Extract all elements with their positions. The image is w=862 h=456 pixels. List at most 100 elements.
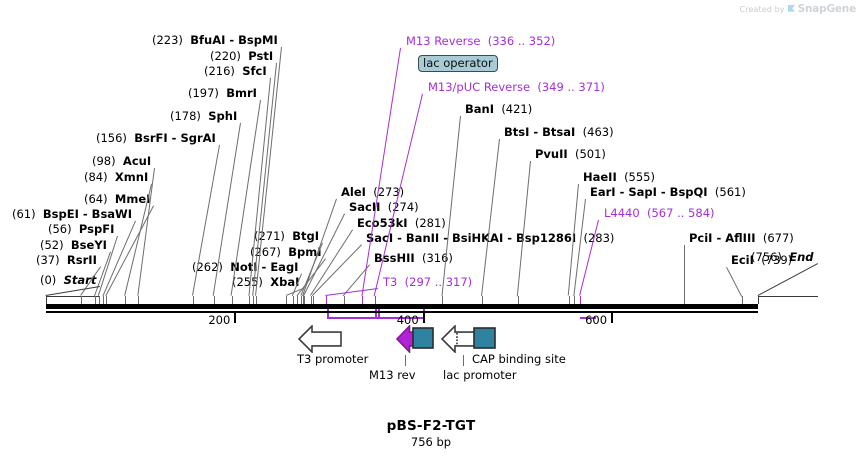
restriction-site-label[interactable]: (255) XbaI (232, 276, 299, 288)
site-position: (52) (40, 238, 64, 252)
restriction-site-label[interactable]: (52) BseYI (40, 239, 107, 251)
leader-line (726, 267, 742, 297)
feature-annotation-label[interactable]: M13 Reverse (336 .. 352) (406, 35, 555, 47)
terminal-start[interactable]: (0) Start (40, 274, 96, 286)
annotation-range-bracket (326, 317, 378, 319)
site-position: (463) (582, 125, 614, 139)
restriction-site-label[interactable]: BssHII (316) (374, 252, 453, 264)
ruler-tick (611, 313, 614, 323)
restriction-site-label[interactable]: (156) BsrFI - SgrAI (96, 132, 216, 144)
feature-annotation-label[interactable]: L4440 (567 .. 584) (604, 207, 715, 219)
restriction-site-label[interactable]: EarI - SapI - BspQI (561) (590, 186, 746, 198)
restriction-site-label[interactable]: (220) PstI (210, 50, 273, 62)
restriction-site-label[interactable]: PciI - AflIII (677) (689, 232, 794, 244)
restriction-site-tick (286, 296, 288, 304)
restriction-site-label[interactable]: (64) MmeI (84, 193, 150, 205)
restriction-site-label[interactable]: (56) PspFI (48, 223, 114, 235)
restriction-site-label[interactable]: (84) XmnI (84, 171, 148, 183)
restriction-site-label[interactable]: (197) BmrI (188, 87, 257, 99)
restriction-site-label[interactable]: BanI (421) (465, 103, 532, 115)
site-position: (273) (373, 185, 405, 199)
site-name: SphI (208, 109, 238, 123)
feature-lac-operator-box[interactable] (412, 327, 434, 349)
restriction-site-label[interactable]: Eco53kI (281) (357, 217, 446, 229)
site-position: (281) (414, 216, 446, 230)
lac-operator-chip[interactable]: lac operator (418, 55, 498, 72)
site-name: T3 (383, 275, 398, 289)
restriction-site-tick (517, 296, 519, 304)
restriction-site-tick (292, 296, 294, 304)
restriction-site-tick (343, 296, 345, 304)
restriction-site-tick (374, 296, 376, 304)
restriction-site-label[interactable]: (98) AcuI (92, 155, 151, 167)
site-position: (756) (751, 250, 782, 264)
restriction-site-tick (683, 296, 685, 304)
restriction-site-label[interactable]: BtsI - BtsaI (463) (504, 126, 614, 138)
feature-annotation-label[interactable]: T3 (297 .. 317) (383, 276, 472, 288)
restriction-site-label[interactable]: SacII (274) (349, 201, 419, 213)
restriction-site-label[interactable]: PvuII (501) (535, 148, 606, 160)
site-name: Eco53kI (357, 216, 408, 230)
leader-line (481, 138, 500, 296)
site-name: HaeII (583, 170, 617, 184)
terminal-bracket (46, 296, 100, 297)
site-position: (98) (92, 154, 116, 168)
restriction-site-label[interactable]: (223) BfuAI - BspMI (152, 34, 278, 46)
watermark-brand: SnapGene (797, 3, 857, 15)
ruler-tick-label: 400 (396, 313, 419, 327)
site-name: SfcI (242, 64, 267, 78)
restriction-site-tick (46, 296, 47, 304)
restriction-site-tick (442, 296, 444, 304)
site-name: NotI - EagI (230, 260, 299, 274)
restriction-site-tick (249, 296, 251, 304)
backbone-segment (46, 311, 758, 313)
ruler-tick (422, 313, 425, 323)
site-name: BspEI - BsaWI (42, 207, 133, 221)
restriction-site-tick (325, 296, 327, 304)
site-position: (316) (421, 251, 453, 265)
page-title: pBS-F2-TGT (386, 418, 476, 434)
terminal-end[interactable]: (756) End (751, 251, 814, 263)
site-position: (336 .. 352) (487, 34, 556, 48)
restriction-site-tick (303, 296, 305, 304)
restriction-site-tick (310, 296, 312, 304)
restriction-site-tick (231, 296, 233, 304)
site-position: (267) (250, 245, 281, 259)
restriction-site-tick (138, 296, 140, 304)
site-name: L4440 (604, 206, 640, 220)
site-position: (37) (36, 253, 60, 267)
leader-line (441, 115, 461, 296)
snapgene-watermark: Created by SnapGene (740, 3, 857, 15)
restriction-site-label[interactable]: (216) SfcI (204, 65, 267, 77)
restriction-site-label[interactable]: AleI (273) (341, 186, 404, 198)
site-name: SacI - BanII - BsiHKAI - Bsp1286I (366, 231, 577, 245)
ruler-tick (234, 313, 237, 323)
site-position: (567 .. 584) (647, 206, 715, 220)
restriction-site-label[interactable]: EciI (739) (731, 254, 792, 266)
leader-line (757, 263, 818, 296)
restriction-site-tick (94, 296, 96, 304)
feature-label-stem (463, 355, 464, 366)
site-name: BfuAI - BspMI (190, 33, 278, 47)
restriction-site-label[interactable]: (262) NotI - EagI (192, 261, 298, 273)
restriction-site-tick (312, 296, 314, 304)
restriction-site-label[interactable]: (178) SphI (170, 110, 237, 122)
site-name: M13 Reverse (406, 34, 481, 48)
restriction-site-label[interactable]: HaeII (555) (583, 171, 655, 183)
feature-t3-promoter[interactable] (297, 324, 342, 354)
site-position: (178) (170, 109, 201, 123)
feature-label-t3-promoter: T3 promoter (297, 352, 369, 366)
restriction-site-label[interactable]: SacI - BanII - BsiHKAI - Bsp1286I (283) (366, 232, 614, 244)
restriction-site-label[interactable]: (37) RsrII (36, 254, 97, 266)
site-name: BtgI (292, 229, 320, 243)
restriction-site-tick (580, 296, 581, 304)
feature-annotation-label[interactable]: M13/pUC Reverse (349 .. 371) (428, 81, 605, 93)
feature-cap-binding-site[interactable] (473, 327, 496, 349)
restriction-site-tick (213, 296, 215, 304)
restriction-site-tick (106, 296, 108, 304)
restriction-site-label[interactable]: (61) BspEI - BsaWI (12, 208, 132, 220)
feature-lac-promoter[interactable] (440, 324, 481, 354)
restriction-site-label[interactable]: (271) BtgI (254, 230, 319, 242)
restriction-site-tick (80, 296, 82, 304)
site-name: BssHII (374, 251, 415, 265)
